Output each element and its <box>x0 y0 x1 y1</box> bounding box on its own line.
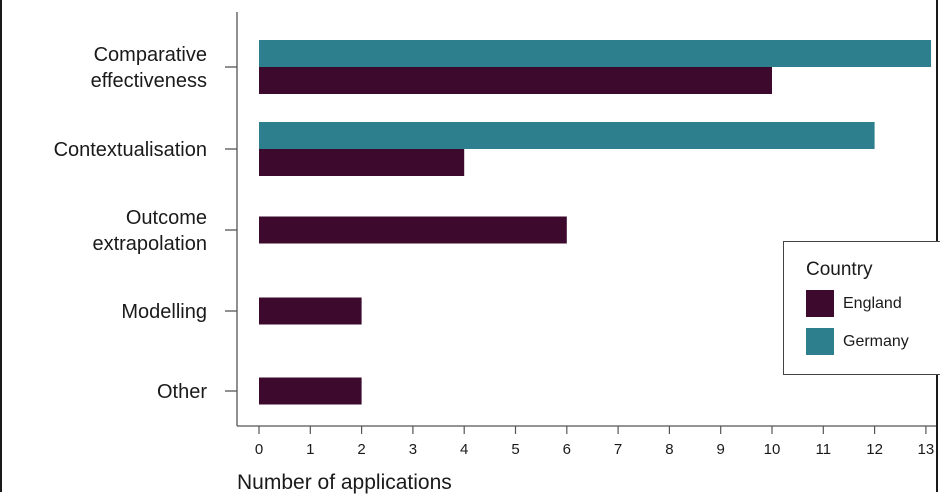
y-tick-label: Modelling <box>121 301 207 323</box>
bar-germany <box>259 122 875 149</box>
legend: Country England Germany <box>783 241 940 375</box>
legend-label-england: England <box>843 294 902 312</box>
legend-item-england: England <box>806 290 902 317</box>
y-tick-label: Outcome <box>126 207 207 229</box>
legend-label-germany: Germany <box>843 332 909 350</box>
legend-title: Country <box>806 259 873 280</box>
x-tick-label: 3 <box>409 441 417 458</box>
bar-germany <box>259 40 932 67</box>
legend-swatch-germany <box>806 328 834 355</box>
x-tick-label: 10 <box>764 441 781 458</box>
legend-swatch-england <box>806 290 834 317</box>
x-tick-label: 2 <box>357 441 365 458</box>
bar-england <box>259 377 362 405</box>
x-tick-label: 4 <box>460 441 468 458</box>
x-tick-label: 11 <box>816 441 832 458</box>
bar-england <box>259 297 362 325</box>
bar-england <box>259 67 772 94</box>
x-tick-label: 6 <box>563 441 571 458</box>
y-tick-label: Other <box>157 381 207 403</box>
y-tick-label: Contextualisation <box>54 139 207 161</box>
y-tick-label: extrapolation <box>92 233 207 255</box>
bar-england <box>259 216 567 244</box>
bar-england <box>259 149 465 176</box>
y-tick-label: Comparative <box>94 44 207 66</box>
x-tick-label: 0 <box>255 441 263 458</box>
x-tick-label: 12 <box>866 441 883 458</box>
x-axis-title: Number of applications <box>237 471 452 494</box>
x-tick-label: 5 <box>511 441 519 458</box>
x-tick-label: 13 <box>918 441 935 458</box>
legend-item-germany: Germany <box>806 328 909 355</box>
x-tick-label: 7 <box>614 441 622 458</box>
y-tick-label: effectiveness <box>91 70 207 92</box>
x-tick-label: 1 <box>306 441 314 458</box>
x-tick-label: 9 <box>717 441 725 458</box>
x-tick-label: 8 <box>665 441 673 458</box>
